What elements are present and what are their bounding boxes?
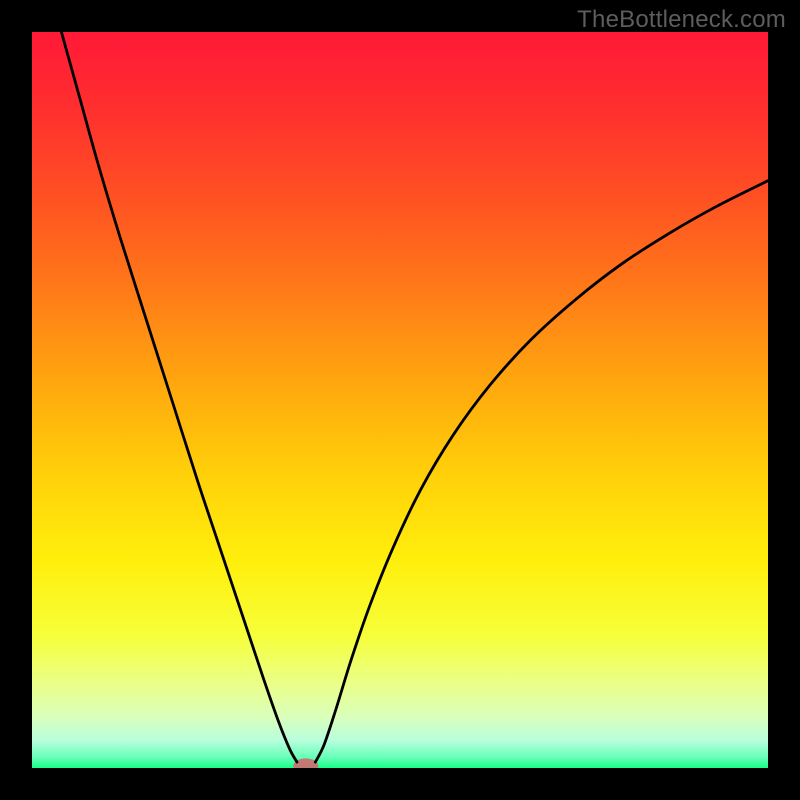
gradient-background [32, 32, 768, 768]
watermark-text: TheBottleneck.com [577, 6, 786, 34]
chart-container: TheBottleneck.com [0, 0, 800, 800]
bottleneck-curve-chart [0, 0, 800, 800]
